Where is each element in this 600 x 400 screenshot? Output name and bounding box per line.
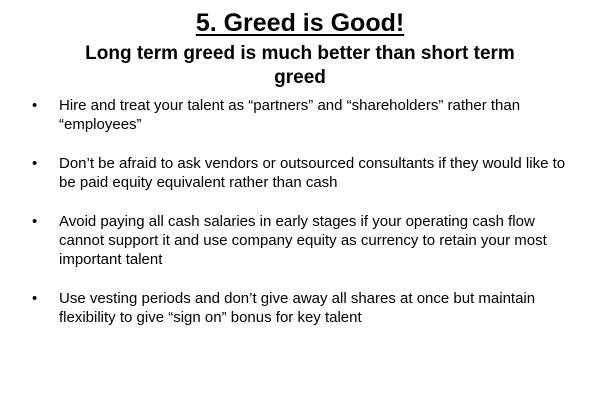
bullet-item: • Avoid paying all cash salaries in earl… bbox=[30, 212, 575, 269]
bullet-icon: • bbox=[32, 97, 38, 114]
bullet-item: • Use vesting periods and don’t give awa… bbox=[30, 289, 575, 327]
bullet-text: Don’t be afraid to ask vendors or outsou… bbox=[59, 155, 566, 191]
slide-subtitle: Long term greed is much better than shor… bbox=[85, 43, 515, 88]
bullet-list: • Hire and treat your talent as “partner… bbox=[30, 96, 575, 347]
bullet-text: Use vesting periods and don’t give away … bbox=[59, 290, 536, 326]
bullet-text: Avoid paying all cash salaries in early … bbox=[59, 213, 547, 268]
bullet-icon: • bbox=[32, 213, 38, 230]
bullet-item: • Don’t be afraid to ask vendors or outs… bbox=[30, 154, 575, 192]
bullet-item: • Hire and treat your talent as “partner… bbox=[30, 96, 575, 134]
slide-title: 5. Greed is Good! bbox=[195, 9, 405, 37]
bullet-text: Hire and treat your talent as “partners”… bbox=[59, 97, 521, 133]
bullet-icon: • bbox=[32, 290, 38, 307]
bullet-icon: • bbox=[32, 155, 38, 172]
